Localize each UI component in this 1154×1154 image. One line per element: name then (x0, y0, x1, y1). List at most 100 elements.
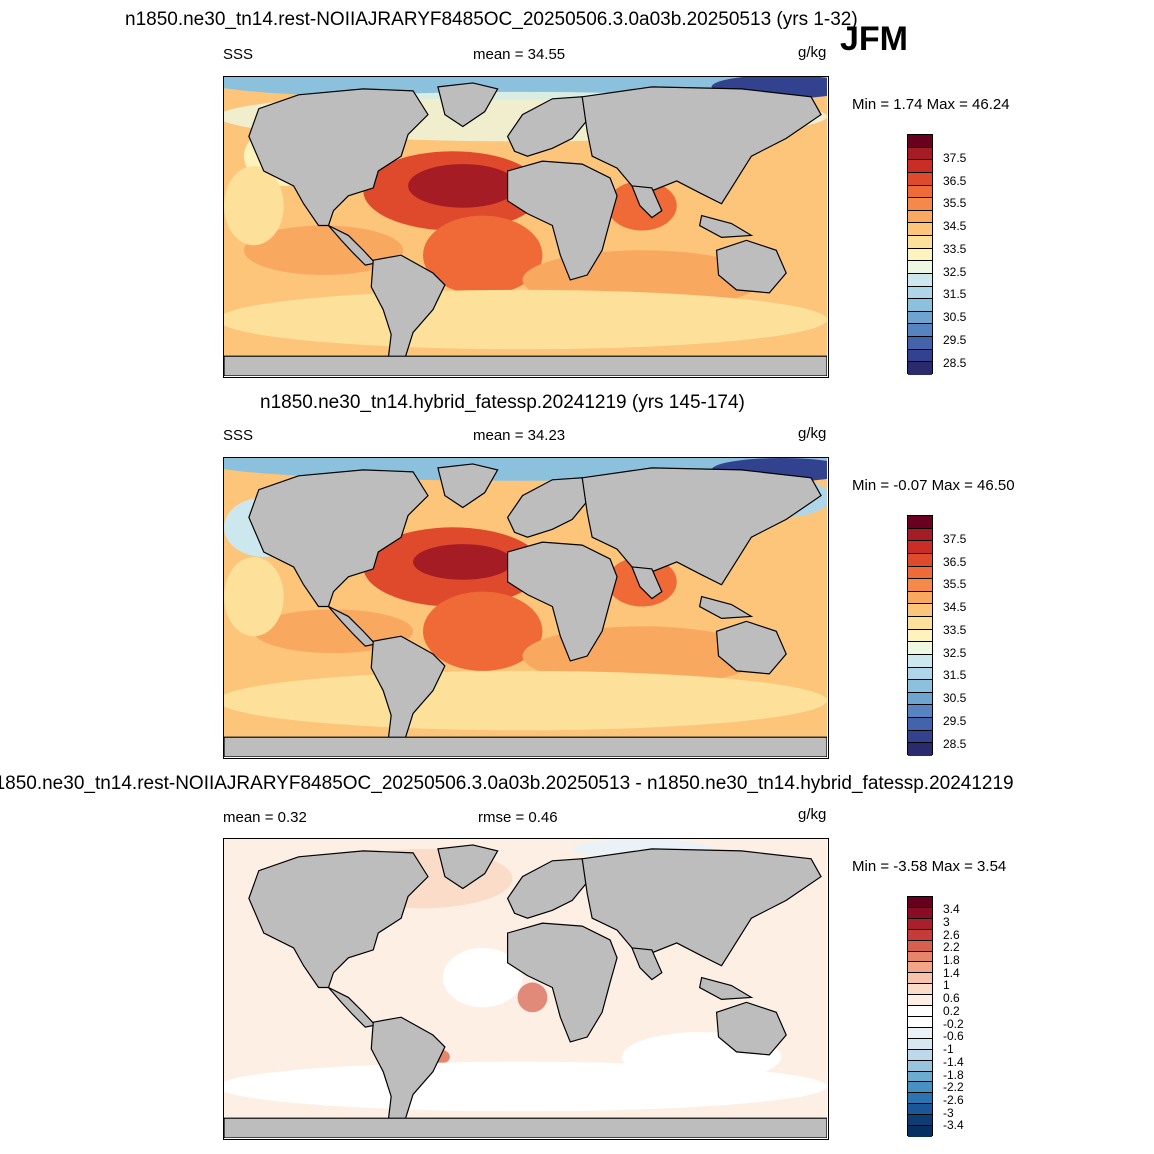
colorbar-tick-label: 30.5 (943, 310, 967, 325)
panel2-units: g/kg (798, 425, 827, 442)
panel3-mean-label: mean = 0.32 (223, 809, 307, 826)
colorbar-tick-label: 36.5 (943, 554, 967, 569)
colorbar-tick-label: -3.4 (943, 1118, 964, 1133)
colorbar-tick-label: 30.5 (943, 691, 967, 706)
colorbar-swatch (908, 918, 932, 930)
colorbar-tick-label: 31.5 (943, 668, 967, 683)
colorbar-swatch (908, 261, 932, 274)
panel1-units: g/kg (798, 44, 827, 61)
colorbar-swatch (908, 223, 932, 236)
colorbar-swatch (908, 311, 932, 325)
panel1-map (223, 76, 829, 378)
colorbar-swatch (908, 629, 932, 643)
colorbar-swatch (908, 718, 932, 731)
colorbar-swatch (908, 680, 932, 693)
panel3-minmax: Min = -3.58 Max = 3.54 (852, 858, 1007, 875)
panel3-title-wrap: n1850.ne30_tn14.rest-NOIIAJRARYF8485OC_2… (0, 773, 1154, 795)
colorbar-swatch (908, 897, 932, 908)
colorbar-swatch (908, 516, 932, 529)
colorbar-swatch (908, 172, 932, 186)
colorbar-swatch (908, 236, 932, 249)
colorbar-swatch (908, 591, 932, 605)
colorbar-swatch (908, 541, 932, 554)
panel3-title: n1850.ne30_tn14.rest-NOIIAJRARYF8485OC_2… (0, 773, 1014, 794)
colorbar-swatch (908, 198, 932, 211)
colorbar-swatch (908, 135, 932, 148)
colorbar-tick-label: 37.5 (943, 151, 967, 165)
colorbar-tick-label: 28.5 (943, 736, 967, 751)
panel2-mean-label: mean = 34.23 (473, 427, 566, 444)
colorbar-swatch (908, 248, 932, 262)
colorbar-tick-label: 36.5 (943, 173, 967, 188)
colorbar-swatch (908, 337, 932, 350)
colorbar-tick-label: 3 (943, 914, 950, 929)
panel3-units: g/kg (798, 806, 827, 823)
panel3-colorbar (907, 896, 933, 1137)
colorbar-tick-label: 0.6 (943, 991, 960, 1006)
colorbar-swatch (908, 1016, 932, 1028)
colorbar-swatch (908, 743, 932, 756)
colorbar-swatch (908, 940, 932, 952)
colorbar-swatch (908, 995, 932, 1007)
colorbar-swatch (908, 1038, 932, 1050)
colorbar-swatch (908, 951, 932, 963)
colorbar-swatch (908, 973, 932, 985)
colorbar-tick-label: -0.2 (943, 1016, 964, 1031)
colorbar-tick-label: -2.2 (943, 1080, 964, 1095)
colorbar-tick-label: 0.2 (943, 1003, 960, 1018)
colorbar-tick-label: -1.8 (943, 1067, 964, 1082)
panel1-minmax: Min = 1.74 Max = 46.24 (852, 96, 1010, 113)
panel1-title: n1850.ne30_tn14.rest-NOIIAJRARYF8485OC_2… (125, 9, 858, 30)
colorbar-swatch (908, 362, 932, 375)
colorbar-swatch (908, 324, 932, 337)
colorbar-swatch (908, 1126, 932, 1137)
colorbar-swatch (908, 185, 932, 199)
colorbar-tick-label: 1.4 (943, 965, 960, 980)
colorbar-tick-label: -3 (943, 1105, 954, 1120)
colorbar-swatch (908, 654, 932, 668)
colorbar-swatch (908, 299, 932, 312)
colorbar-swatch (908, 273, 932, 287)
colorbar-tick-label: -1.4 (943, 1054, 964, 1069)
colorbar-swatch (908, 705, 932, 718)
colorbar-swatch (908, 642, 932, 655)
colorbar-swatch (908, 1006, 932, 1017)
colorbar-tick-label: 33.5 (943, 241, 967, 256)
panel1-mean-label: mean = 34.55 (473, 46, 566, 63)
colorbar-swatch (908, 1049, 932, 1061)
colorbar-swatch (908, 349, 932, 363)
colorbar-swatch (908, 604, 932, 617)
colorbar-tick-label: 33.5 (943, 622, 967, 637)
colorbar-tick-label: 31.5 (943, 287, 967, 302)
colorbar-swatch (908, 1115, 932, 1127)
panel2-colorbar (907, 515, 933, 756)
panel3-map (223, 838, 829, 1140)
colorbar-swatch (908, 147, 932, 161)
colorbar-swatch (908, 553, 932, 567)
colorbar-tick-label: -1 (943, 1042, 954, 1057)
panel3-rmse-label: rmse = 0.46 (478, 809, 558, 826)
colorbar-swatch (908, 730, 932, 744)
colorbar-tick-label: 32.5 (943, 645, 967, 660)
colorbar-tick-label: 2.6 (943, 927, 960, 942)
colorbar-tick-label: 34.5 (943, 600, 967, 615)
colorbar-tick-label: 35.5 (943, 196, 967, 211)
panel2-minmax: Min = -0.07 Max = 46.50 (852, 477, 1015, 494)
season-label: JFM (840, 20, 908, 58)
colorbar-tick-label: 35.5 (943, 577, 967, 592)
colorbar-tick-label: 3.4 (943, 902, 960, 917)
colorbar-swatch (908, 1082, 932, 1094)
colorbar-tick-label: -2.6 (943, 1093, 964, 1107)
panel2-title: n1850.ne30_tn14.hybrid_fatessp.20241219 … (260, 392, 745, 413)
colorbar-swatch (908, 1060, 932, 1072)
panel2-map (223, 457, 829, 759)
colorbar-swatch (908, 528, 932, 542)
colorbar-swatch (908, 907, 932, 919)
colorbar-swatch (908, 617, 932, 630)
colorbar-swatch (908, 566, 932, 580)
colorbar-tick-label: 32.5 (943, 264, 967, 279)
colorbar-swatch (908, 210, 932, 224)
colorbar-tick-label: 29.5 (943, 713, 967, 728)
colorbar-swatch (908, 984, 932, 996)
panel2-variable-label: SSS (223, 427, 254, 444)
